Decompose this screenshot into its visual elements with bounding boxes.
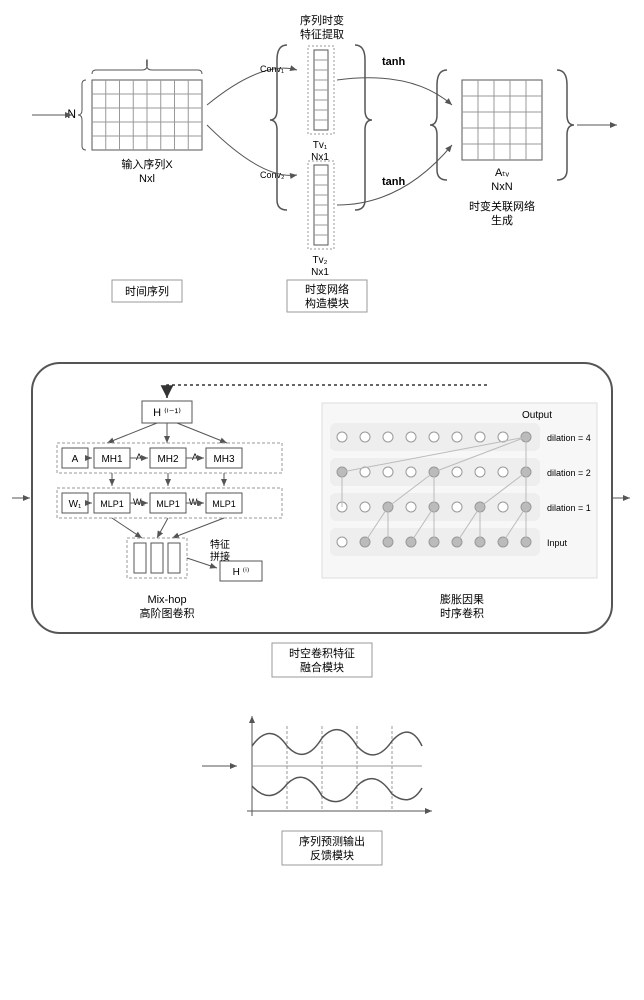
svg-text:Aₜᵥ: Aₜᵥ [495,167,510,179]
output-grid: Aₜᵥ NxN [462,80,542,193]
svg-text:膨胀因果: 膨胀因果 [440,592,484,606]
stage1-svg: 序列时变 特征提取 l N 输入序列X Nxl Conv₁ Conv₂ Tv₁ … [12,10,632,320]
stage2-svg: H ⁽ⁱ⁻¹⁾ A MH1 A MH2 A MH3 W₁ MLP1 W₂ MLP… [12,343,632,683]
hdr1: 序列时变 [300,13,344,27]
svg-text:MLP1: MLP1 [212,499,236,509]
svg-text:MLP1: MLP1 [100,499,124,509]
svg-text:Conv₂: Conv₂ [260,170,285,180]
svg-text:反馈模块: 反馈模块 [310,849,354,862]
svg-text:W₂: W₂ [133,497,145,507]
stage3-svg: 序列预测输出 反馈模块 [12,706,632,876]
svg-text:tanh: tanh [382,176,406,188]
svg-text:dilation = 2: dilation = 2 [547,468,591,478]
svg-text:W₁: W₁ [69,499,82,510]
svg-text:A: A [192,452,198,462]
svg-text:Output: Output [522,410,552,421]
svg-text:NxN: NxN [491,181,512,193]
input-grid: l N 输入序列X Nxl [67,57,202,185]
svg-text:时变网络: 时变网络 [305,282,349,296]
svg-text:时间序列: 时间序列 [125,284,169,298]
svg-text:MLP1: MLP1 [156,499,180,509]
svg-text:MH3: MH3 [213,454,235,465]
svg-text:时变关联网络: 时变关联网络 [469,199,535,213]
svg-text:时空卷积特征: 时空卷积特征 [289,646,355,660]
svg-text:dilation = 1: dilation = 1 [547,503,591,513]
svg-text:融合模块: 融合模块 [300,660,344,674]
svg-text:A: A [136,452,142,462]
svg-text:生成: 生成 [491,213,513,227]
svg-text:高阶图卷积: 高阶图卷积 [140,606,195,620]
svg-text:dilation = 4: dilation = 4 [547,433,591,443]
svg-text:Mix-hop: Mix-hop [147,594,186,606]
svg-text:tanh: tanh [382,56,406,68]
svg-text:Nxl: Nxl [139,173,155,185]
svg-text:MH1: MH1 [101,454,123,465]
svg-text:Tv₁: Tv₁ [313,140,328,151]
svg-text:构造模块: 构造模块 [305,296,349,310]
svg-text:N: N [67,107,76,121]
svg-text:Tv₂: Tv₂ [313,255,328,266]
svg-text:时序卷积: 时序卷积 [440,606,484,620]
svg-text:Nx1: Nx1 [311,267,329,278]
svg-text:序列预测输出: 序列预测输出 [299,834,365,848]
tv2 [308,161,334,249]
svg-text:MH2: MH2 [157,454,179,465]
svg-text:W₃: W₃ [189,497,201,507]
hdr2: 特征提取 [300,27,344,41]
svg-text:H ⁽ⁱ⁾: H ⁽ⁱ⁾ [233,567,250,578]
stage-3: 序列预测输出 反馈模块 [10,706,634,879]
tv1 [308,46,334,134]
svg-text:A: A [72,454,79,465]
svg-text:特征: 特征 [210,539,230,551]
svg-text:Conv₁: Conv₁ [260,64,284,74]
svg-text:输入序列X: 输入序列X [121,157,173,171]
svg-text:Input: Input [547,538,568,548]
svg-text:H ⁽ⁱ⁻¹⁾: H ⁽ⁱ⁻¹⁾ [153,407,181,419]
stage-2: H ⁽ⁱ⁻¹⁾ A MH1 A MH2 A MH3 W₁ MLP1 W₂ MLP… [10,343,634,686]
stage-1: 序列时变 特征提取 l N 输入序列X Nxl Conv₁ Conv₂ Tv₁ … [10,10,634,323]
